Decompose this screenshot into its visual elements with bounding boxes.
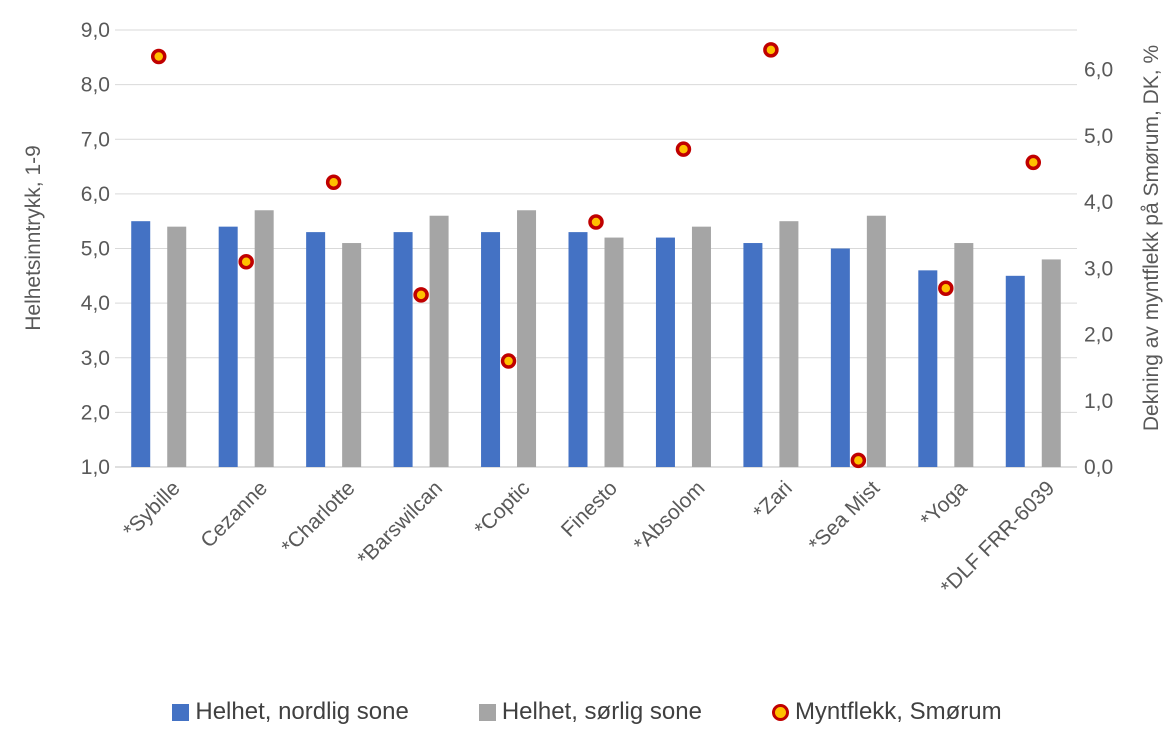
bar-north xyxy=(568,232,588,467)
gridlines xyxy=(115,29,1077,468)
bar-north xyxy=(830,248,850,467)
left-tick-label: 2,0 xyxy=(81,401,110,424)
bar-south xyxy=(254,210,274,467)
combo-chart: 1,0 2,0 3,0 4,0 5,0 6,0 7,0 8,0 9,0 0,0 1,0 2,0 3,0… xyxy=(22,19,1163,599)
bar-north xyxy=(393,232,413,467)
mint-rust-point xyxy=(150,48,167,65)
bar-north xyxy=(918,270,938,467)
legend-item-mint-rust: Myntflekk, Smørum xyxy=(771,698,1002,726)
right-axis-ticks: 0,0 1,0 2,0 3,0 4,0 5,0 6,0 xyxy=(1084,59,1113,479)
mint-rust-point xyxy=(675,141,692,157)
mint-rust-point xyxy=(413,287,429,303)
left-tick-label: 6,0 xyxy=(81,183,110,206)
bar-south xyxy=(954,243,974,467)
left-tick-label: 9,0 xyxy=(81,19,110,42)
category-label: Cezanne xyxy=(196,477,272,553)
category-label: *Sea Mist xyxy=(804,477,884,557)
bars xyxy=(131,210,1061,467)
right-tick-label: 6,0 xyxy=(1084,59,1113,82)
bar-south xyxy=(604,237,624,467)
bar-north xyxy=(743,243,763,467)
scatter-points xyxy=(150,42,1042,469)
bar-north xyxy=(306,232,326,467)
bar-north xyxy=(481,232,501,467)
mint-rust-point xyxy=(850,452,867,469)
legend-label-mint-rust: Myntflekk, Smørum xyxy=(794,698,1002,725)
legend-label-south: Helhet, sørlig sone xyxy=(501,698,702,725)
category-label: Finesto xyxy=(557,477,622,542)
right-tick-label: 4,0 xyxy=(1084,191,1113,214)
right-tick-label: 1,0 xyxy=(1084,390,1113,413)
mint-rust-point xyxy=(1025,154,1042,171)
bar-south xyxy=(1041,259,1061,467)
category-label: *Sybille xyxy=(119,477,185,543)
legend: Helhet, nordlig sone Helhet, sørlig sone… xyxy=(0,692,1174,732)
left-axis-title: Helhetsinntrykk, 1-9 xyxy=(22,145,45,331)
bar-north xyxy=(131,221,151,467)
legend-item-north: Helhet, nordlig sone xyxy=(172,698,409,726)
mint-rust-point xyxy=(763,42,779,58)
legend-swatch-mint-rust xyxy=(771,703,789,721)
bar-south xyxy=(167,226,187,467)
left-tick-label: 1,0 xyxy=(81,456,110,479)
bar-south xyxy=(429,215,449,467)
left-tick-label: 4,0 xyxy=(81,292,110,315)
mint-rust-point xyxy=(325,174,342,191)
category-label: *Zari xyxy=(749,477,797,525)
bar-south xyxy=(866,215,886,467)
right-tick-label: 3,0 xyxy=(1084,257,1113,280)
legend-swatch-south xyxy=(478,703,496,721)
right-tick-label: 0,0 xyxy=(1084,456,1113,479)
category-label: *Absolom xyxy=(630,477,710,557)
legend-swatch-north xyxy=(172,703,190,721)
right-tick-label: 2,0 xyxy=(1084,324,1113,347)
right-tick-label: 5,0 xyxy=(1084,125,1113,148)
bar-south xyxy=(517,210,537,467)
bar-south xyxy=(691,226,711,467)
mint-rust-point xyxy=(500,353,517,369)
left-tick-label: 3,0 xyxy=(81,347,110,370)
legend-label-north: Helhet, nordlig sone xyxy=(195,698,409,725)
bar-south xyxy=(342,243,362,467)
bar-north xyxy=(1005,275,1025,467)
left-axis-ticks: 1,0 2,0 3,0 4,0 5,0 6,0 7,0 8,0 9,0 xyxy=(81,19,110,479)
bar-north xyxy=(218,226,238,467)
bar-south xyxy=(779,221,799,467)
bar-north xyxy=(655,237,675,467)
mint-rust-point xyxy=(588,214,604,230)
mint-rust-point xyxy=(238,253,254,270)
right-axis-title: Dekning av myntflekk på Smørum, DK, % xyxy=(1140,45,1163,431)
category-label: *Yoga xyxy=(916,476,972,532)
category-label: *Barswilcan xyxy=(353,477,447,571)
legend-item-south: Helhet, sørlig sone xyxy=(478,698,702,726)
category-label: *Coptic xyxy=(470,477,534,541)
left-tick-label: 7,0 xyxy=(81,128,110,151)
left-tick-label: 5,0 xyxy=(81,238,110,261)
mint-rust-point xyxy=(938,280,954,296)
category-label: *Charlotte xyxy=(277,477,359,559)
left-tick-label: 8,0 xyxy=(81,74,110,97)
category-axis-labels: *Sybille Cezanne *Charlotte*Barswilcan *Cop… xyxy=(119,476,1059,599)
